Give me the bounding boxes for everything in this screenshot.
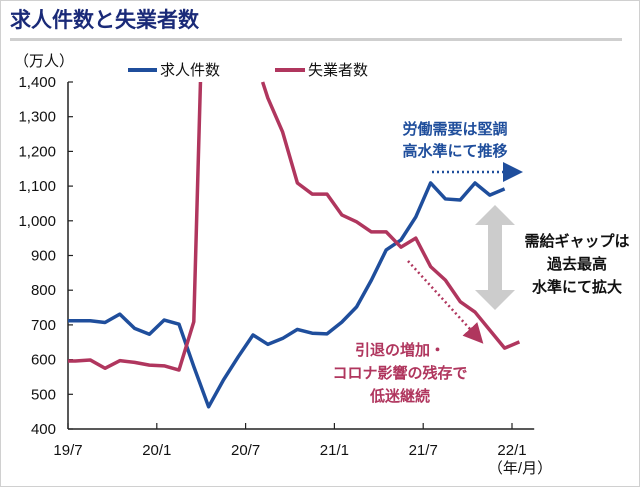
legend: 求人件数 失業者数 (128, 62, 368, 79)
annotation-demand-line2: 高水準にて推移 (402, 142, 507, 160)
x-tick-label: 21/1 (320, 442, 349, 459)
annotation-demand-line1: 労働需要は堅調 (402, 120, 507, 138)
x-tick-label: 20/1 (142, 442, 171, 459)
y-axis-unit: （万人） (14, 53, 74, 70)
y-tick-label: 1,400 (18, 74, 56, 91)
annotation-gap-line1: 需給ギャップは (524, 232, 629, 250)
y-tick-label: 400 (31, 421, 56, 438)
y-tick-label: 1,200 (18, 143, 56, 160)
annotation-supply-line3: 低迷継続 (369, 387, 430, 405)
x-tick-label: 20/7 (231, 442, 260, 459)
title-underline (10, 38, 622, 41)
supply-trend-arrow (407, 260, 484, 344)
y-tick-label: 800 (31, 282, 56, 299)
x-tick-label: 21/7 (409, 442, 438, 459)
y-tick-label: 600 (31, 352, 56, 369)
legend-label-jobs: 求人件数 (160, 62, 220, 79)
y-tick-label: 700 (31, 317, 56, 334)
annotation-supply-line1: 引退の増加・ (355, 341, 445, 359)
y-tick-label: 1,100 (18, 178, 56, 195)
y-tick-label: 500 (31, 386, 56, 403)
chart-title: 求人件数と失業者数 (10, 8, 200, 32)
y-tick-label: 900 (31, 248, 56, 265)
x-tick-label: 22/1 (497, 442, 526, 459)
annotation-gap-line2: 過去最高 (546, 255, 607, 273)
legend-label-unemployed: 失業者数 (308, 62, 368, 79)
x-axis-unit: （年/月） (488, 460, 552, 477)
annotation-gap-line3: 水準にて拡大 (532, 278, 622, 296)
x-tick-label: 19/7 (53, 442, 82, 459)
y-tick-label: 1,300 (18, 109, 56, 126)
y-tick-label: 1,000 (18, 213, 56, 230)
gap-double-arrow (475, 205, 515, 310)
annotation-supply-line2: コロナ影響の残存で (332, 364, 467, 382)
